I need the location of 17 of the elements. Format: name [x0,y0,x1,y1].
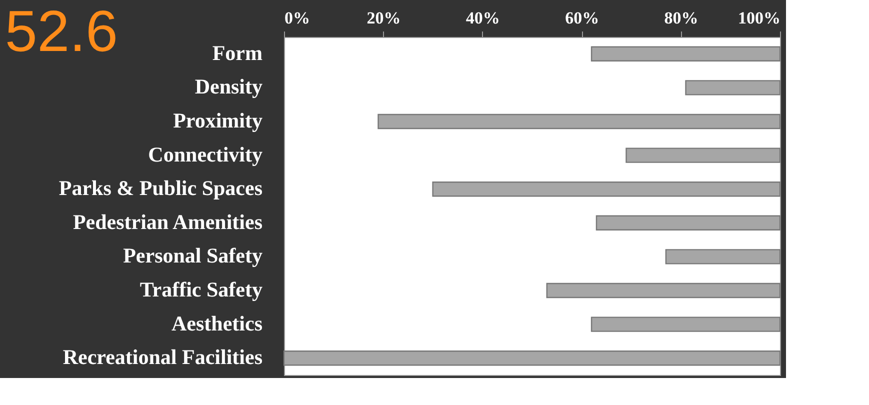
x-tick-label: 0% [284,8,310,28]
y-tick-label: Form [212,40,263,65]
x-tick-label: 20% [366,8,401,28]
x-tick-label: 60% [565,8,600,28]
x-tick-label: 100% [738,8,780,28]
y-tick-label: Traffic Safety [140,278,263,302]
x-tick-label: 80% [664,8,698,28]
y-tick-label: Aesthetics [172,311,262,336]
y-tick-label: Proximity [173,108,263,132]
y-tick-label: Personal Safety [123,244,263,268]
x-tick-label: 40% [466,8,500,28]
y-tick-label: Recreational Facilities [62,345,262,370]
y-tick-label: Density [194,74,263,99]
y-tick-label: Connectivity [148,142,263,166]
y-tick-label: Pedestrian Amenities [72,210,262,234]
y-tick-label: Parks & Public Spaces [58,176,262,200]
chart-title: 52.6 [5,0,118,64]
